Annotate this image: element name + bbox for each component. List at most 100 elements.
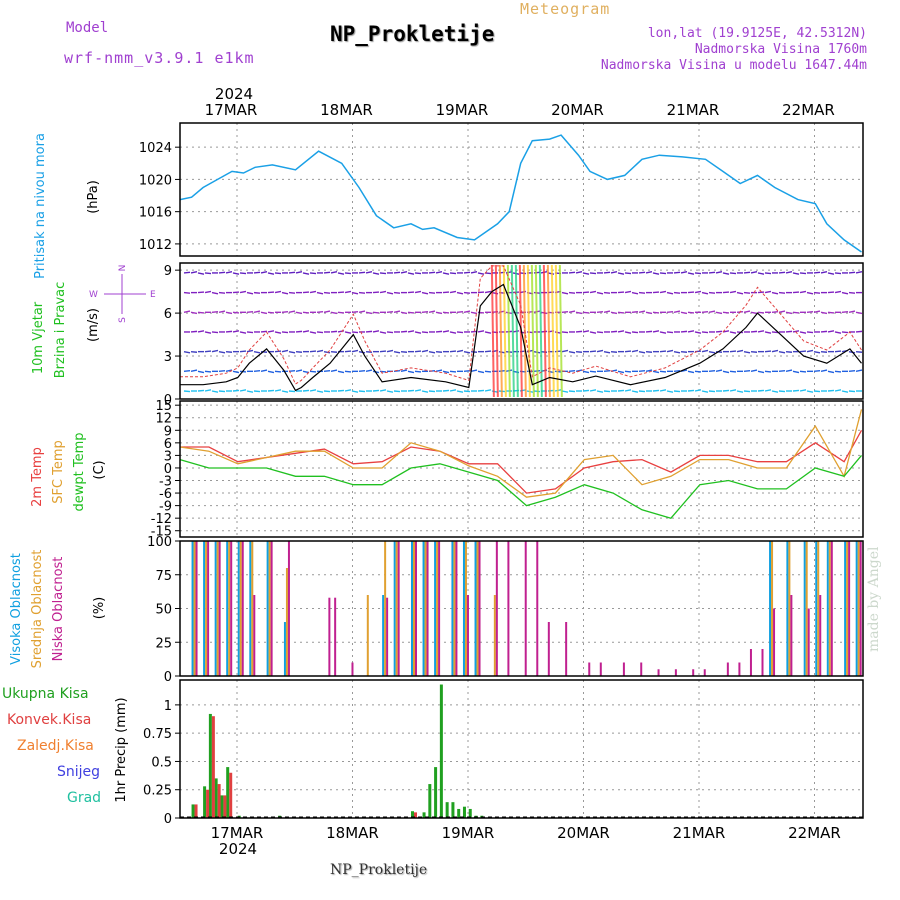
wind-arrow bbox=[757, 272, 765, 275]
cloud-bar bbox=[738, 662, 741, 676]
wind-arrow bbox=[652, 370, 660, 374]
wind-arrow bbox=[190, 350, 198, 353]
cloud-bar bbox=[266, 541, 269, 676]
wind-arrow bbox=[260, 311, 268, 315]
wind-arrow bbox=[645, 311, 653, 315]
wind-arrow bbox=[232, 330, 240, 333]
time-label-top: 18MAR bbox=[320, 101, 373, 119]
wind-arrow bbox=[708, 291, 716, 294]
wind-arrow bbox=[337, 311, 345, 314]
cloud-bar bbox=[218, 541, 221, 676]
wind-arrow bbox=[582, 272, 590, 275]
wind-arrow bbox=[568, 350, 576, 354]
wind-arrow bbox=[546, 264, 551, 398]
wind-arrow bbox=[568, 390, 576, 393]
wind-arrow bbox=[764, 389, 772, 392]
wind-arrow bbox=[785, 271, 793, 274]
wind-arrow bbox=[558, 264, 563, 398]
wind-arrow bbox=[722, 389, 730, 392]
y-tick-label: 1012 bbox=[139, 238, 172, 253]
wind-arrow bbox=[190, 330, 198, 333]
wind-unit: (m/s) bbox=[86, 308, 101, 342]
wind-arrow bbox=[246, 291, 254, 295]
wind-arrow bbox=[442, 389, 450, 392]
wind-arrow bbox=[708, 350, 716, 354]
cloud-bar bbox=[790, 595, 793, 676]
wind-arrow bbox=[379, 290, 387, 294]
time-label-bottom: 20MAR bbox=[557, 824, 610, 842]
wind-arrow bbox=[820, 330, 828, 333]
wind-arrow bbox=[358, 271, 366, 274]
wind-arrow bbox=[582, 311, 590, 314]
pressure-line bbox=[179, 134, 862, 253]
wind-arrow bbox=[323, 370, 331, 373]
wind-arrow bbox=[267, 272, 275, 275]
wind-arrow bbox=[834, 350, 842, 353]
wind-arrow bbox=[260, 369, 268, 373]
wind-arrow bbox=[806, 310, 814, 313]
wind-arrow bbox=[365, 330, 373, 333]
cloud-bar bbox=[830, 541, 833, 676]
wind-arrow bbox=[750, 350, 758, 353]
wind-arrow bbox=[617, 370, 625, 374]
wind-arrow bbox=[638, 390, 646, 393]
cloud-bar bbox=[195, 541, 198, 676]
wind-arrow bbox=[316, 310, 324, 313]
cloud-bar bbox=[846, 541, 849, 676]
y-tick-label: 6 bbox=[164, 437, 172, 452]
time-label-top: 22MAR bbox=[782, 101, 835, 119]
wind-arrow bbox=[659, 272, 667, 275]
wind-arrow bbox=[449, 370, 457, 373]
wind-arrow bbox=[456, 291, 464, 295]
y-tick-label: 50 bbox=[155, 603, 172, 618]
wind-arrow bbox=[617, 330, 625, 333]
wind-arrow bbox=[358, 350, 366, 354]
precip-bar bbox=[457, 808, 461, 818]
y-tick-label: -3 bbox=[159, 475, 172, 490]
wind-arrow bbox=[645, 369, 653, 373]
temp-unit: (C) bbox=[92, 460, 107, 479]
model-altitude-label: Nadmorska Visina u modelu 1647.44m bbox=[600, 58, 867, 73]
wind-arrow bbox=[302, 389, 310, 392]
wind-arrow bbox=[204, 350, 212, 353]
wind-arrow bbox=[456, 331, 464, 334]
wind-arrow bbox=[575, 350, 583, 353]
wind-arrow bbox=[680, 350, 688, 353]
wind-arrow bbox=[603, 271, 611, 274]
cloud-bar bbox=[769, 541, 772, 676]
wind-arrow bbox=[673, 271, 681, 274]
cloud-bar bbox=[828, 541, 831, 676]
wind-arrow bbox=[729, 290, 737, 294]
y-tick-label: 9 bbox=[164, 264, 172, 279]
wind-arrow bbox=[785, 330, 793, 333]
wind-arrow bbox=[183, 310, 191, 313]
cloud-unit: (%) bbox=[92, 597, 107, 620]
wind-arrow bbox=[827, 272, 835, 275]
cloud-bar bbox=[237, 541, 240, 676]
wind-arrow bbox=[435, 330, 443, 333]
wind-arrow bbox=[514, 264, 519, 398]
wind-arrow bbox=[715, 271, 723, 274]
wind-arrow bbox=[407, 311, 415, 314]
wind-arrow bbox=[365, 311, 373, 315]
cloud-bar bbox=[193, 541, 196, 676]
wind-arrow bbox=[323, 291, 331, 294]
wind-arrow bbox=[568, 271, 576, 274]
time-label-bottom: 21MAR bbox=[673, 824, 726, 842]
wind-arrow bbox=[204, 331, 212, 334]
wind-arrow bbox=[778, 350, 786, 354]
wind-arrow bbox=[624, 290, 632, 294]
y-tick-label: 0 bbox=[164, 670, 172, 685]
wind-arrow bbox=[757, 311, 765, 314]
cloud-bar bbox=[565, 622, 568, 676]
wind-arrow bbox=[288, 390, 296, 393]
wind-arrow bbox=[323, 310, 331, 313]
wind-arrow bbox=[673, 291, 681, 294]
y-tick-label: -12 bbox=[151, 512, 172, 527]
wind-arrow bbox=[645, 330, 653, 333]
wind-arrow bbox=[358, 370, 366, 373]
wind-arrow bbox=[589, 350, 597, 353]
wind-arrow bbox=[792, 389, 800, 392]
wind-arrow bbox=[379, 370, 387, 373]
wind-speed-line bbox=[180, 283, 862, 392]
